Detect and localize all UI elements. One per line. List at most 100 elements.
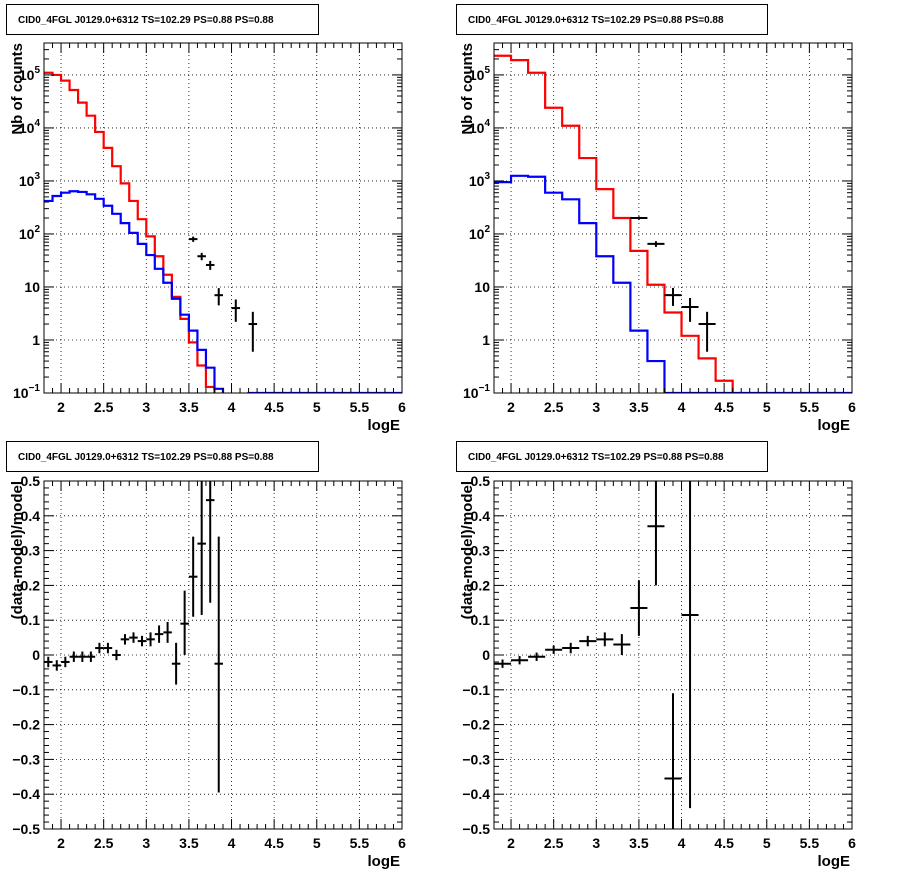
x-tick-label: 2 [507, 399, 515, 415]
data-point [95, 642, 104, 654]
data-point [61, 656, 70, 668]
x-tick-label: 6 [848, 835, 856, 851]
y-tick-label-base: 10 [469, 120, 485, 136]
x-tick-label: 6 [848, 399, 856, 415]
chart-title-box [456, 441, 768, 472]
data-point [596, 632, 614, 647]
data-point [647, 481, 665, 586]
x-tick-label: 5 [313, 835, 321, 851]
plot-frame [43, 42, 403, 394]
data-point [163, 621, 172, 643]
data-point [205, 260, 215, 270]
series-2-line [44, 190, 402, 393]
y-tick-label: −0.1 [12, 682, 40, 698]
y-tick-label: 0.4 [21, 508, 41, 524]
series-2-line [494, 174, 852, 393]
data-point [647, 241, 665, 247]
chart-title: CID0_4FGL J0129.0+6312 TS=102.29 PS=0.88… [468, 452, 724, 463]
data-points [494, 481, 699, 829]
y-axis-ticks [494, 42, 852, 394]
y-tick-label-exponent: 5 [484, 65, 490, 76]
y-tick-label: −0.5 [12, 821, 40, 837]
x-tick-label: 5.5 [800, 399, 820, 415]
data-points [630, 216, 716, 352]
grid [44, 43, 402, 393]
y-tick-label: −0.2 [12, 717, 40, 733]
data-point [681, 481, 699, 809]
x-tick-label: 2 [507, 835, 515, 851]
data-point [171, 642, 181, 685]
y-tick-label: 0.3 [21, 543, 41, 559]
data-point [120, 634, 130, 645]
chart-panel-3: CID0_4FGL J0129.0+6312 TS=102.29 PS=0.88… [6, 441, 406, 870]
y-tick-label: −0.4 [12, 786, 40, 802]
series-group [44, 71, 402, 393]
data-point [511, 656, 529, 665]
y-axis-ticks [44, 42, 402, 394]
chart-title-box [6, 441, 319, 472]
y-tick-label: 102 [469, 224, 491, 242]
x-tick-label: 5.5 [350, 399, 370, 415]
y-tick-label: 103 [19, 171, 41, 189]
data-point [86, 651, 96, 662]
y-axis-ticks [44, 480, 402, 830]
y-tick-label-exponent: 2 [484, 224, 490, 235]
y-tick-label: 103 [469, 171, 491, 189]
y-tick-label: 1 [482, 332, 490, 348]
y-tick-label: −0.4 [462, 786, 490, 802]
data-point [52, 660, 62, 671]
data-point [579, 635, 597, 647]
data-point [69, 651, 79, 662]
data-points [188, 236, 258, 352]
data-point [630, 216, 648, 220]
y-tick-label: 0.1 [21, 612, 41, 628]
x-tick-label: 3.5 [179, 399, 199, 415]
y-tick-label: 105 [19, 65, 41, 83]
y-tick-label-base: 10 [13, 385, 29, 401]
chart-panel-2: CID0_4FGL J0129.0+6312 TS=102.29 PS=0.88… [456, 4, 856, 434]
chart-title-box [6, 4, 319, 35]
data-point [664, 693, 682, 829]
series-1-line [44, 71, 216, 393]
y-tick-label: 105 [469, 65, 491, 83]
x-tick-label: 4 [228, 835, 236, 851]
y-axis-title: (data-model)/model [9, 481, 26, 619]
x-tick-label: 2 [57, 399, 65, 415]
y-tick-label-exponent: 4 [34, 118, 40, 129]
data-point [154, 625, 164, 643]
y-tick-label: 0 [32, 647, 40, 663]
y-tick-label: 0.4 [471, 508, 491, 524]
data-point [112, 649, 121, 661]
y-tick-label-base: 10 [463, 385, 479, 401]
data-point [664, 287, 682, 306]
data-point [562, 642, 580, 654]
data-point [129, 632, 138, 643]
data-points [44, 481, 223, 793]
y-tick-label-base: 10 [469, 67, 485, 83]
x-axis-title: logE [818, 417, 851, 434]
y-tick-label: 0 [482, 647, 490, 663]
data-point [103, 642, 113, 654]
y-tick-label: 10−1 [13, 383, 40, 401]
y-tick-label: 10 [24, 279, 40, 295]
y-tick-label: −0.2 [462, 717, 490, 733]
x-tick-label: 2.5 [94, 835, 114, 851]
y-tick-label-base: 10 [19, 120, 35, 136]
y-tick-label-exponent: 3 [34, 171, 40, 182]
y-axis-title: (data-model)/model [459, 481, 476, 619]
x-tick-label: 3.5 [629, 399, 649, 415]
x-tick-label: 3 [142, 399, 150, 415]
x-tick-label: 5.5 [350, 835, 370, 851]
y-tick-label: 1 [32, 332, 40, 348]
x-tick-label: 4 [678, 835, 686, 851]
data-point [78, 651, 87, 662]
x-tick-label: 5 [763, 399, 771, 415]
x-axis-title: logE [368, 853, 401, 870]
data-point [214, 288, 223, 306]
x-tick-label: 4 [228, 399, 236, 415]
y-tick-label: 0.5 [471, 473, 491, 489]
x-tick-label: 6 [398, 835, 406, 851]
data-point [630, 580, 648, 636]
y-tick-label: 0.2 [471, 577, 491, 593]
